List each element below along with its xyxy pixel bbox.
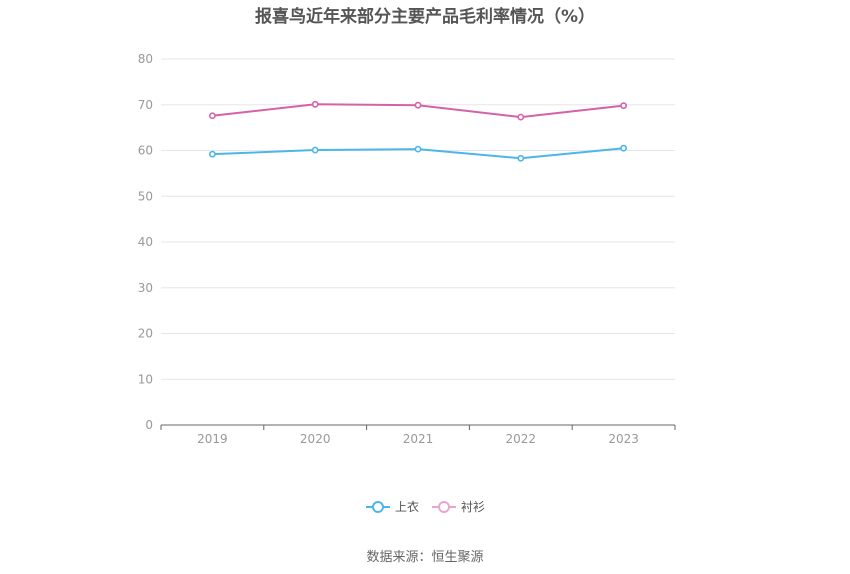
y-tick-label: 20 — [138, 327, 153, 341]
y-tick-label: 10 — [138, 372, 153, 386]
data-point[interactable] — [620, 102, 627, 110]
legend-label: 上衣 — [395, 499, 419, 514]
axis-layer: 0 10 20 30 40 50 60 70 80 2019 2020 2021 2022 2023 — [138, 52, 676, 446]
legend-marker-icon — [372, 501, 384, 513]
data-source-note: 数据来源：恒生聚源 — [366, 550, 484, 565]
legend-item-0[interactable]: 上衣 — [366, 499, 419, 514]
legend-marker-icon — [438, 501, 450, 513]
y-tick-label: 30 — [138, 281, 153, 295]
y-tick-label: 0 — [145, 418, 153, 432]
chart-title: 报喜鸟近年来部分主要产品毛利率情况（%） — [254, 7, 596, 27]
data-point[interactable] — [311, 146, 319, 154]
data-point[interactable] — [414, 101, 422, 109]
x-tick-label: 2019 — [197, 432, 228, 446]
x-tick-label: 2021 — [403, 432, 434, 446]
data-point[interactable] — [517, 113, 525, 121]
x-tick-label: 2020 — [300, 432, 331, 446]
y-tick-label: 80 — [138, 52, 153, 66]
legend-item-1[interactable]: 衬衫 — [432, 500, 485, 514]
grid-layer — [161, 58, 675, 380]
data-point[interactable] — [208, 112, 216, 120]
y-tick-label: 50 — [138, 189, 153, 203]
y-tick-label: 70 — [138, 98, 153, 112]
series-layer — [208, 100, 627, 162]
legend[interactable]: 上衣 衬衫 — [366, 499, 485, 514]
legend-label: 衬衫 — [461, 500, 485, 514]
data-point[interactable] — [208, 150, 216, 158]
x-tick-label: 2023 — [608, 432, 639, 446]
data-point[interactable] — [414, 145, 422, 153]
data-point[interactable] — [311, 100, 319, 108]
data-point[interactable] — [620, 144, 627, 152]
data-point[interactable] — [517, 154, 525, 162]
y-tick-label: 60 — [138, 144, 153, 158]
x-tick-label: 2022 — [506, 432, 537, 446]
y-tick-label: 40 — [138, 235, 153, 249]
